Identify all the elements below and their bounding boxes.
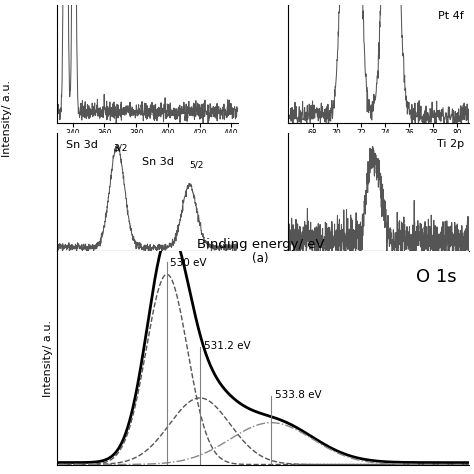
Y-axis label: Intensity/ a.u.: Intensity/ a.u. [43,319,53,397]
Text: (a): (a) [253,252,269,265]
Text: Pt 4f: Pt 4f [438,11,464,21]
Text: Sn 3d: Sn 3d [142,156,177,166]
Text: Sn 3d: Sn 3d [66,140,101,150]
Text: 3/2: 3/2 [113,144,128,153]
Text: Binding energy/ eV: Binding energy/ eV [197,237,325,251]
Text: Ti 2p: Ti 2p [437,139,464,149]
Text: Intensity/ a.u.: Intensity/ a.u. [2,80,12,157]
Text: O 1s: O 1s [416,268,457,286]
Text: 531.2 eV: 531.2 eV [204,341,251,351]
Text: 533.8 eV: 533.8 eV [275,390,322,400]
Text: 5/2: 5/2 [189,160,203,169]
Text: 530 eV: 530 eV [170,258,206,268]
